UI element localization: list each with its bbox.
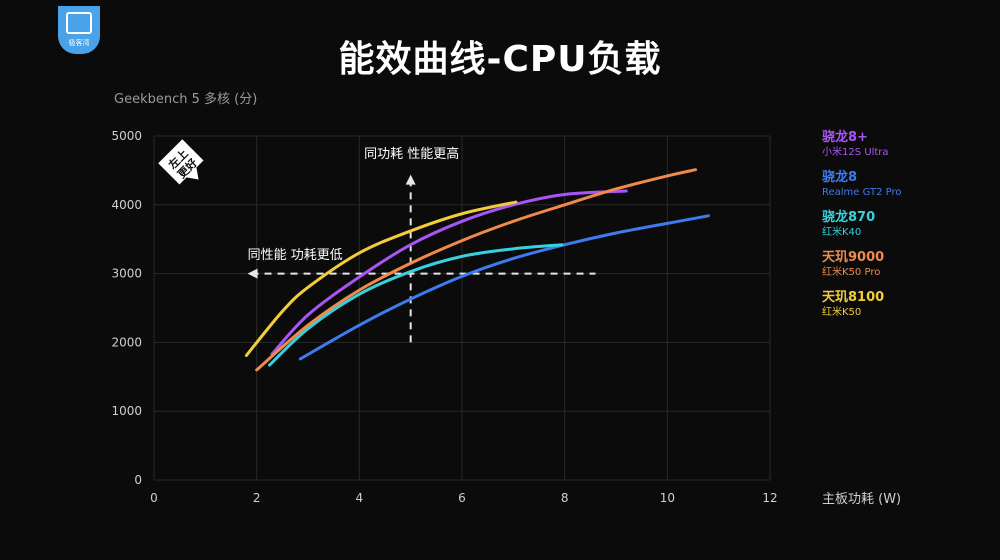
legend: 骁龙8+ 小米12S Ultra 骁龙8 Realme GT2 Pro 骁龙870 红米K… — [822, 130, 902, 330]
series-line-3 — [255, 168, 698, 372]
x-tick-label: 8 — [561, 491, 569, 505]
legend-device-name: 红米K40 — [822, 227, 862, 238]
vertical-arrow-head — [405, 174, 416, 185]
x-tick-label: 0 — [150, 491, 158, 505]
y-axis-label: Geekbench 5 多核 (分) — [114, 92, 258, 107]
legend-device-name: Realme GT2 Pro — [822, 187, 902, 198]
y-tick-label: 5000 — [111, 129, 142, 143]
x-tick-label: 12 — [762, 491, 777, 505]
horizontal-arrow-label: 同性能 功耗更低 — [248, 248, 343, 263]
series-line-1 — [298, 214, 710, 361]
x-axis-label: 主板功耗 (W) — [822, 492, 902, 507]
page-title: 能效曲线-CPU负载 — [338, 39, 662, 80]
x-tick-label: 2 — [253, 491, 261, 505]
legend-chip-name: 骁龙8 — [822, 170, 858, 185]
legend-chip-name: 骁龙8+ — [822, 130, 868, 145]
legend-item: 天玑8100 红米K50 — [822, 290, 902, 330]
x-tick-label: 4 — [356, 491, 364, 505]
legend-chip-name: 天玑8100 — [822, 290, 885, 305]
legend-item: 天玑9000 红米K50 Pro — [822, 250, 902, 290]
y-tick-label: 4000 — [111, 198, 142, 212]
legend-item: 骁龙8+ 小米12S Ultra — [822, 130, 902, 170]
y-tick-label: 3000 — [111, 267, 142, 281]
y-tick-label: 1000 — [111, 404, 142, 418]
legend-device-name: 红米K50 — [822, 307, 862, 318]
horizontal-arrow-head — [247, 268, 258, 279]
legend-item: 骁龙8 Realme GT2 Pro — [822, 170, 902, 210]
legend-item: 骁龙870 红米K40 — [822, 210, 902, 250]
legend-device-name: 小米12S Ultra — [822, 147, 889, 158]
legend-chip-name: 天玑9000 — [822, 250, 885, 265]
vertical-arrow-label: 同功耗 性能更高 — [364, 146, 459, 162]
series-line-0 — [270, 189, 628, 356]
x-tick-label: 10 — [660, 491, 675, 505]
badge-text: 极客湾 — [68, 39, 90, 47]
y-tick-label: 2000 — [111, 335, 142, 349]
legend-device-name: 红米K50 Pro — [822, 267, 881, 278]
series-line-4 — [244, 200, 518, 357]
x-tick-label: 6 — [458, 491, 466, 505]
monitor-logo-icon — [66, 12, 92, 34]
corner-badge-shape — [158, 139, 204, 185]
y-tick-label: 0 — [134, 473, 142, 487]
site-logo-badge: 极客湾 — [58, 6, 100, 54]
legend-chip-name: 骁龙870 — [822, 210, 876, 225]
series-line-2 — [268, 243, 564, 367]
